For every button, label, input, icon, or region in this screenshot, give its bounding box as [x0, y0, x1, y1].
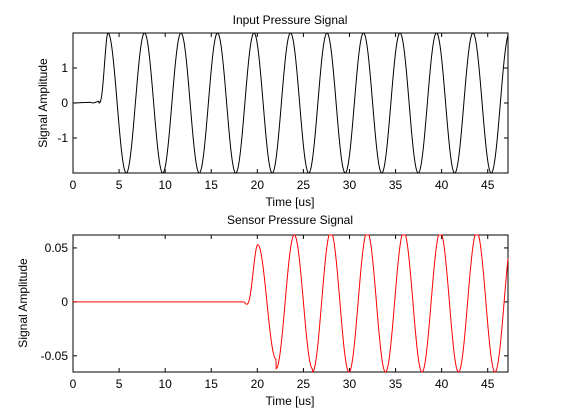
y-tick-label: 0 — [61, 295, 68, 309]
x-tick-label: 20 — [251, 178, 265, 192]
sensor-plot-title: Sensor Pressure Signal — [227, 213, 353, 227]
x-tick-label: 10 — [158, 377, 172, 391]
x-tick-label: 25 — [297, 377, 311, 391]
input-plot-title: Input Pressure Signal — [233, 13, 348, 27]
x-tick-label: 35 — [389, 178, 403, 192]
y-tick-label: -0.05 — [41, 349, 69, 363]
x-tick-label: 5 — [116, 178, 123, 192]
x-tick-label: 25 — [297, 178, 311, 192]
x-tick-label: 40 — [435, 178, 449, 192]
x-tick-label: 20 — [251, 377, 265, 391]
sensor-plot-frame — [72, 234, 509, 373]
input-y-axis-title: Signal Amplitude — [36, 58, 50, 148]
input-x-axis-title: Time [us] — [266, 195, 315, 209]
sensor-y-axis-title: Signal Amplitude — [16, 258, 30, 348]
x-tick-label: 30 — [343, 377, 357, 391]
sensor-signal-line — [73, 234, 509, 373]
x-tick-label: 15 — [205, 377, 219, 391]
x-tick-label: 0 — [70, 377, 77, 391]
x-tick-label: 15 — [205, 178, 219, 192]
input-pressure-panel: 0 5 10 15 20 25 30 35 40 45 -1 0 1 Input Pressure S… — [36, 13, 509, 209]
x-tick-label: 45 — [481, 377, 495, 391]
x-tick-label: 5 — [116, 377, 123, 391]
y-tick-label: 0.05 — [45, 241, 69, 255]
y-tick-label: 0 — [61, 96, 68, 110]
x-tick-label: 45 — [481, 178, 495, 192]
x-tick-label: 0 — [70, 178, 77, 192]
y-tick-label: 1 — [61, 61, 68, 75]
x-tick-label: 35 — [389, 377, 403, 391]
y-tick-label: -1 — [57, 131, 68, 145]
x-tick-label: 30 — [343, 178, 357, 192]
x-tick-label: 40 — [435, 377, 449, 391]
sensor-x-ticks: 0 5 10 15 20 25 30 35 40 45 — [70, 235, 495, 391]
sensor-y-ticks: -0.05 0 0.05 — [41, 241, 508, 363]
x-tick-label: 10 — [158, 178, 172, 192]
input-signal-line — [72, 32, 509, 174]
input-x-ticks: 0 5 10 15 20 25 30 35 40 45 — [70, 33, 495, 192]
sensor-x-axis-title: Time [us] — [266, 394, 315, 408]
input-plot-frame — [72, 32, 509, 174]
